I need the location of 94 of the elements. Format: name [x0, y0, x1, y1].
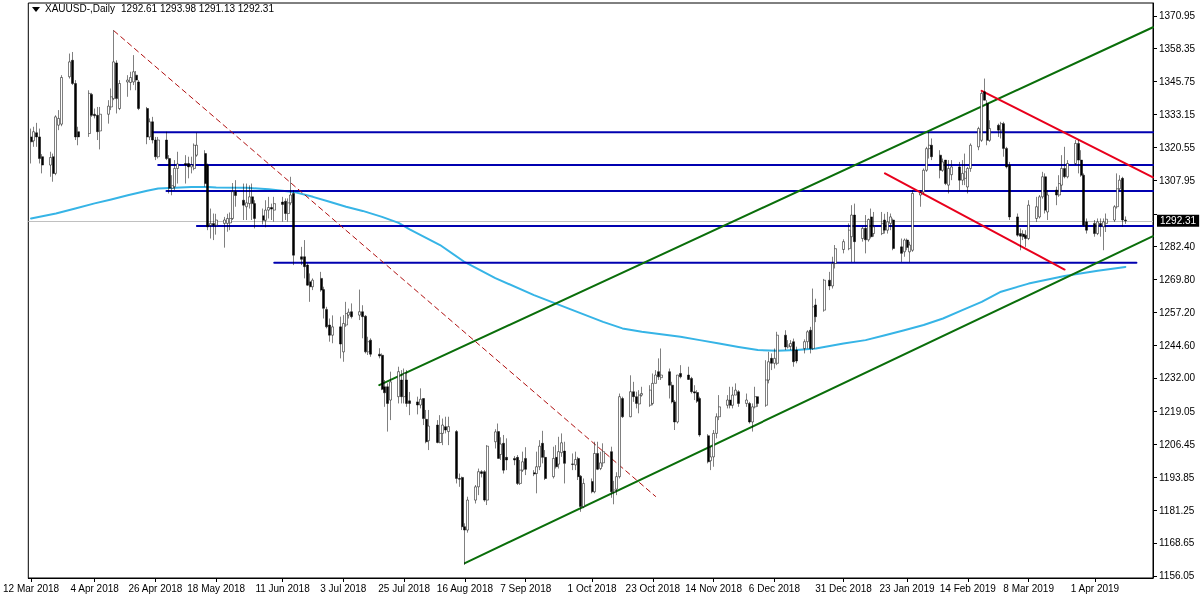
x-tick-label: 12 Mar 2018 — [3, 582, 60, 594]
x-tick-label: 25 Jul 2018 — [378, 582, 431, 594]
y-tick-label: 1168.65 — [1159, 537, 1195, 549]
candlestick — [864, 214, 867, 254]
y-tick-label: 1244.60 — [1159, 339, 1196, 351]
x-tick-label: 14 Feb 2019 — [939, 582, 997, 594]
candlestick — [823, 278, 826, 312]
candlestick — [900, 238, 903, 263]
ref-line-label: 1292.31 — [1160, 215, 1197, 227]
candlestick — [629, 375, 632, 418]
candlestick — [886, 211, 889, 234]
candlestick — [660, 348, 663, 381]
candlestick — [1035, 196, 1038, 223]
candlestick — [49, 151, 52, 178]
candlestick — [776, 331, 779, 366]
x-tick-label: 31 Dec 2018 — [815, 582, 873, 594]
candlestick — [400, 369, 403, 404]
x-tick-label: 3 Jul 2018 — [320, 582, 367, 594]
candlestick — [582, 478, 585, 509]
candlestick — [339, 316, 342, 359]
y-tick-label: 1345.75 — [1159, 76, 1196, 88]
candlestick — [184, 154, 187, 184]
y-tick-label: 1232.00 — [1159, 372, 1196, 384]
candlestick — [350, 303, 353, 319]
candlestick — [212, 213, 215, 241]
candlestick — [436, 419, 439, 444]
candlestick — [60, 74, 63, 127]
candlestick — [516, 454, 519, 486]
x-tick-label: 1 Oct 2018 — [567, 582, 617, 594]
chart-title: XAUUSD-,Daily — [45, 3, 116, 15]
candlestick — [502, 434, 505, 474]
candlestick — [552, 446, 555, 479]
candlestick — [281, 196, 284, 222]
candlestick — [1121, 176, 1124, 228]
y-tick-label: 1181.25 — [1159, 504, 1195, 516]
candlestick — [273, 196, 276, 222]
candlestick — [1102, 218, 1105, 251]
y-tick-label: 1358.35 — [1159, 43, 1196, 55]
candlestick — [1077, 139, 1080, 174]
candlestick — [958, 161, 961, 191]
x-tick-label: 7 Sep 2018 — [500, 582, 552, 594]
y-tick-label: 1156.05 — [1159, 570, 1195, 582]
candlestick — [223, 216, 226, 248]
candlestick — [455, 429, 458, 484]
candlestick — [397, 366, 400, 404]
x-tick-label: 14 Nov 2018 — [685, 582, 743, 594]
candlestick — [331, 315, 334, 344]
candlestick — [892, 218, 895, 251]
candlestick — [157, 136, 160, 159]
y-tick-label: 1370.95 — [1159, 10, 1196, 22]
candlestick — [842, 239, 845, 254]
x-tick-label: 6 Dec 2018 — [748, 582, 801, 594]
chart-subtitle: 1292.61 1293.98 1291.13 1292.31 — [121, 3, 274, 15]
x-tick-label: 16 Aug 2018 — [436, 582, 494, 594]
candlestick — [447, 416, 450, 446]
x-tick-label: 23 Jan 2019 — [879, 582, 936, 594]
y-tick-label: 1219.05 — [1159, 406, 1196, 418]
candlestick — [792, 338, 795, 367]
y-tick-label: 1206.45 — [1159, 438, 1196, 450]
candlestick — [602, 443, 605, 467]
candlestick — [784, 329, 787, 351]
x-tick-label: 8 Mar 2019 — [1003, 582, 1055, 594]
candlestick — [284, 198, 287, 221]
y-tick-label: 1282.40 — [1159, 241, 1196, 253]
y-tick-label: 1257.20 — [1159, 306, 1196, 318]
x-tick-label: 26 Apr 2018 — [128, 582, 183, 594]
candlestick — [571, 453, 574, 471]
candlestick — [242, 183, 245, 221]
x-tick-label: 4 Apr 2018 — [70, 582, 120, 594]
candlestick — [947, 159, 950, 194]
candlestick — [99, 106, 102, 150]
candlestick — [668, 368, 671, 399]
candlestick — [1096, 218, 1099, 236]
candlestick — [806, 329, 809, 349]
y-tick-label: 1193.85 — [1159, 471, 1195, 483]
line-series — [30, 185, 1127, 352]
candlestick — [505, 438, 508, 471]
y-tick-label: 1307.95 — [1159, 174, 1196, 186]
candlestick — [853, 203, 856, 263]
y-tick-label: 1333.15 — [1159, 108, 1196, 120]
y-tick-label: 1320.55 — [1159, 141, 1196, 153]
x-tick-label: 18 May 2018 — [187, 582, 246, 594]
candlestick — [126, 74, 129, 98]
candlestick — [997, 123, 1000, 138]
candlestick — [903, 238, 906, 258]
x-tick-label: 23 Oct 2018 — [625, 582, 681, 594]
x-tick-label: 11 Jun 2018 — [255, 582, 311, 594]
candlestick — [1093, 219, 1096, 237]
candlestick — [486, 444, 489, 506]
y-tick-label: 1269.80 — [1159, 273, 1196, 285]
x-tick-label: 1 Apr 2019 — [1070, 582, 1120, 594]
candlestick — [524, 446, 527, 476]
candlestick — [245, 183, 248, 221]
candlestick — [132, 54, 135, 86]
